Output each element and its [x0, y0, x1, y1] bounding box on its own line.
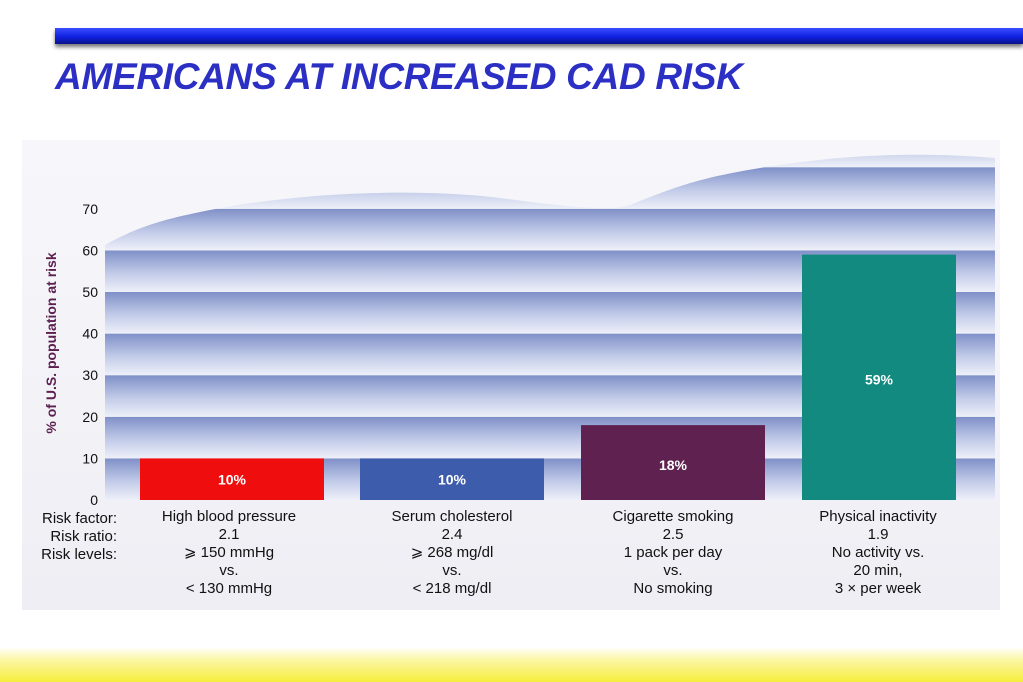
y-axis-title: % of U.S. population at risk [43, 252, 59, 433]
footer-band [0, 647, 1023, 682]
table-cell: vs. [442, 562, 462, 579]
stripe-band [105, 167, 995, 209]
bar [802, 254, 956, 500]
y-tick-label: 60 [82, 242, 98, 258]
table-cell: vs. [663, 562, 683, 579]
table-cell: Physical inactivity [819, 508, 937, 525]
table-column-cholesterol: Serum cholesterol 2.4 ⩾ 268 mg/dl vs. < … [342, 508, 562, 598]
table-column-blood-pressure: High blood pressure 2.1 ⩾ 150 mmHg vs. <… [119, 508, 339, 598]
table-cell: 2.5 [662, 526, 684, 543]
table-cell: 1 pack per day [623, 544, 723, 561]
table-cell: 1.9 [867, 526, 889, 543]
y-tick-label: 0 [90, 492, 98, 508]
y-tick-label: 40 [82, 326, 98, 342]
table-cell: < 218 mg/dl [412, 580, 492, 597]
bar [581, 425, 765, 500]
title-rule [55, 28, 1023, 44]
table-cell: 20 min, [853, 562, 903, 579]
table-cell: No smoking [633, 580, 713, 597]
y-tick-label: 70 [82, 201, 98, 217]
bar-data-label: 59% [865, 372, 894, 388]
table-cell: ⩾ 150 mmHg [183, 544, 275, 561]
table-cell: 3 × per week [834, 580, 922, 597]
table-column-inactivity: Physical inactivity 1.9 No activity vs. … [768, 508, 988, 598]
table-column-smoking: Cigarette smoking 2.5 1 pack per day vs.… [563, 508, 783, 598]
table-cell: No activity vs. [831, 544, 925, 561]
stripe-band [105, 84, 995, 126]
row-header-risk-factor: Risk factor: [41, 510, 117, 527]
table-cell: Cigarette smoking [612, 508, 734, 525]
y-axis-ticks: 0 10 20 30 40 50 60 70 [82, 201, 98, 508]
y-tick-label: 50 [82, 284, 98, 300]
table-cell: Serum cholesterol [391, 508, 513, 525]
table-cell: 2.4 [441, 526, 463, 543]
bar [140, 458, 324, 500]
bar-data-label: 10% [438, 471, 467, 487]
row-header-risk-levels: Risk levels: [41, 546, 117, 563]
bar-data-label: 18% [659, 457, 688, 473]
slide-title: AMERICANS AT INCREASED CAD RISK [55, 56, 743, 97]
bar-data-label: 10% [218, 471, 247, 487]
y-tick-label: 30 [82, 367, 98, 383]
table-cell: High blood pressure [161, 508, 297, 525]
stripe-band [105, 208, 995, 251]
table-cell: < 130 mmHg [185, 580, 273, 597]
row-header-risk-ratio: Risk ratio: [50, 528, 117, 545]
table-cell: ⩾ 268 mg/dl [410, 544, 494, 561]
stripe-band [105, 154, 995, 168]
bar [360, 458, 544, 500]
bars: 10% 10% 18% 59% [140, 254, 956, 500]
y-tick-label: 10 [82, 450, 98, 466]
table-cell: vs. [219, 562, 239, 579]
table-cell: 2.1 [218, 526, 240, 543]
y-tick-label: 20 [82, 409, 98, 425]
